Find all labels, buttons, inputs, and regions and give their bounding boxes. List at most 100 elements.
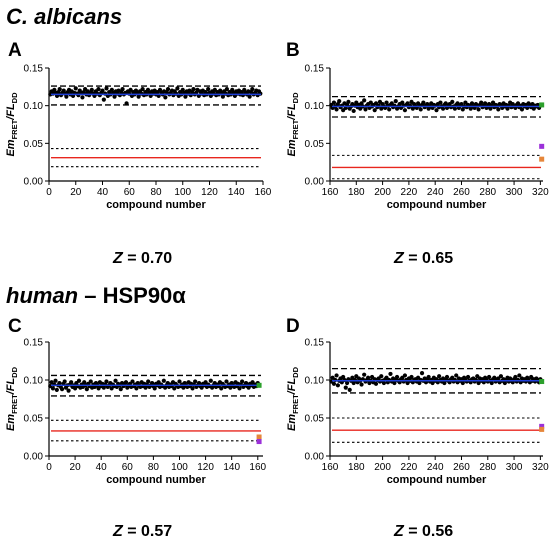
data-point (454, 373, 459, 378)
x-tick-label: 60 (122, 462, 134, 473)
y-tick-label: 0.05 (305, 139, 325, 150)
x-tick-label: 280 (479, 187, 496, 198)
data-point (479, 100, 484, 105)
z-factor-c: Z = 0.57 (113, 523, 173, 540)
x-tick-label: 80 (150, 187, 162, 198)
data-point (191, 86, 196, 92)
control-marker (539, 423, 545, 429)
x-tick-label: 40 (97, 187, 109, 198)
data-point (381, 380, 387, 386)
control-marker (256, 382, 262, 388)
data-point (496, 107, 501, 112)
data-point (440, 106, 446, 111)
data-point (177, 379, 182, 384)
chart-panel-a: 0.00 0.05 0.10 0.15 0 20 40 60 80 100 120 140 160 com… (5, 64, 272, 212)
organism-name: C. albicans (6, 4, 123, 29)
data-point (190, 386, 195, 391)
x-tick-label: 160 (322, 462, 339, 473)
y-tick-label: 0.05 (305, 414, 325, 425)
x-tick-label: 140 (223, 462, 240, 473)
data-point (193, 379, 198, 384)
x-tick-label: 20 (70, 462, 82, 473)
x-tick-label: 180 (348, 462, 365, 473)
y-tick-label: 0.15 (305, 64, 325, 75)
data-point (489, 380, 494, 386)
data-point (219, 386, 224, 391)
data-point (118, 387, 123, 392)
data-point (69, 380, 74, 385)
data-point (438, 100, 443, 105)
data-point (343, 385, 348, 390)
x-tick-label: 140 (228, 187, 245, 198)
data-point (517, 373, 522, 378)
data-point (334, 107, 339, 112)
x-tick-label: 240 (427, 187, 444, 198)
y-tick-label: 0.10 (24, 376, 44, 387)
data-point (346, 99, 351, 104)
panel-label-d: D (286, 316, 300, 337)
data-point (344, 380, 350, 386)
z-factor-a: Z = 0.70 (113, 250, 173, 267)
data-point (96, 86, 101, 92)
data-point (152, 386, 157, 391)
data-point (419, 371, 425, 376)
data-point (101, 97, 106, 102)
data-point (52, 382, 57, 387)
data-point (372, 108, 377, 113)
data-point (84, 387, 89, 392)
data-point (104, 379, 109, 384)
control-marker (539, 379, 545, 385)
data-point (379, 374, 384, 379)
control-marker (539, 143, 545, 149)
data-point (409, 374, 414, 380)
x-axis-label: compound number (387, 199, 487, 211)
data-point (519, 107, 525, 112)
x-tick-label: 40 (96, 462, 108, 473)
x-tick-label: 100 (171, 462, 188, 473)
data-point (88, 379, 93, 384)
data-point (73, 86, 78, 91)
x-tick-label: 0 (46, 187, 52, 198)
data-point (418, 107, 423, 112)
data-point (224, 379, 229, 384)
data-point (434, 108, 439, 113)
data-point (130, 379, 135, 384)
control-marker (539, 156, 545, 162)
data-point (80, 95, 85, 100)
data-point (89, 87, 94, 92)
control-marker (256, 434, 262, 440)
y-axis-label: EmFRET/FLDD (5, 366, 19, 431)
x-tick-label: 60 (124, 187, 136, 198)
data-point (250, 86, 255, 92)
x-axis-label: compound number (106, 199, 206, 211)
x-tick-label: 120 (197, 462, 214, 473)
data-point (237, 386, 242, 391)
data-point (165, 86, 171, 92)
data-point (64, 94, 69, 99)
y-tick-label: 0.15 (305, 338, 325, 349)
data-point (331, 100, 337, 105)
data-point (362, 98, 367, 103)
x-tick-label: 100 (174, 187, 191, 198)
x-tick-label: 280 (479, 462, 496, 473)
y-tick-label: 0.00 (24, 177, 44, 188)
y-tick-label: 0.10 (305, 101, 325, 112)
data-point (444, 374, 450, 380)
data-point (146, 379, 151, 384)
data-point (113, 378, 118, 383)
data-point (124, 101, 129, 106)
data-point (331, 381, 337, 386)
x-tick-label: 260 (453, 462, 470, 473)
control-marker (539, 426, 545, 432)
data-point (53, 378, 58, 383)
x-tick-label: 160 (249, 462, 266, 473)
data-point (483, 101, 488, 106)
data-point (437, 374, 442, 379)
data-point (393, 99, 398, 104)
data-point (59, 387, 65, 392)
data-point (258, 91, 263, 96)
y-tick-label: 0.10 (305, 376, 325, 387)
data-point (387, 107, 392, 112)
x-tick-label: 20 (70, 187, 82, 198)
